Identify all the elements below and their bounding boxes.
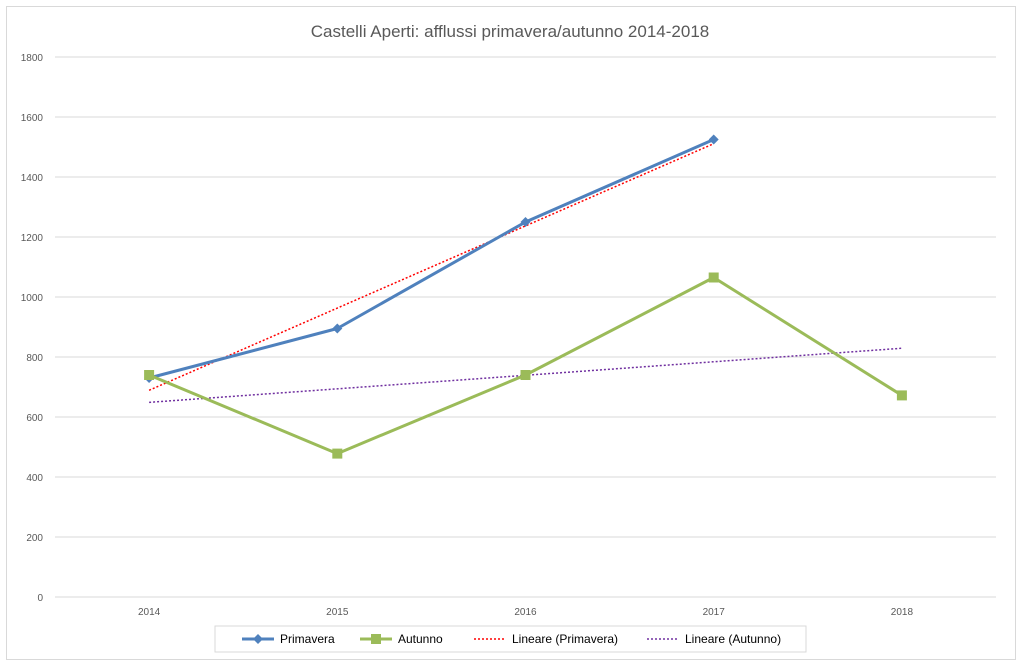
y-tick-label: 1200 [21, 233, 44, 244]
y-tick-label: 200 [26, 533, 43, 544]
data-point-autunno [896, 390, 907, 401]
series-markers [144, 134, 907, 459]
x-tick-label: 2018 [891, 607, 914, 618]
y-axis-ticks: 0 200 400 600 800 1000 1200 1400 1600 1800 [21, 53, 44, 604]
x-tick-label: 2015 [326, 607, 349, 618]
y-tick-label: 800 [26, 353, 43, 364]
series-line-primavera [148, 138, 715, 380]
trendline-primavera [148, 143, 715, 391]
data-point-autunno [520, 370, 531, 380]
y-tick-label: 1000 [21, 293, 44, 304]
y-tick-label: 0 [37, 593, 43, 604]
data-point-autunno [708, 272, 719, 283]
data-point-autunno [144, 370, 155, 380]
y-tick-label: 600 [26, 413, 43, 424]
legend-label: Autunno [398, 632, 443, 646]
chart-frame [6, 6, 1016, 660]
series-line-autunno [148, 276, 903, 456]
y-tick-label: 400 [26, 473, 43, 484]
gridlines [55, 56, 996, 598]
legend-marker [253, 634, 263, 644]
legend-label: Lineare (Primavera) [512, 632, 618, 646]
legend-marker [371, 634, 381, 644]
legend: Primavera Autunno Lineare (Primavera) Linea… [214, 625, 807, 653]
trendlines [148, 143, 902, 404]
x-tick-label: 2016 [514, 607, 537, 618]
legend-label: Primavera [280, 632, 335, 646]
legend-box [214, 625, 807, 653]
data-point-primavera [520, 217, 531, 227]
x-axis-ticks: 2014 2015 2016 2017 2018 [138, 607, 913, 618]
y-tick-label: 1400 [21, 173, 44, 184]
data-point-primavera [708, 134, 719, 145]
data-point-autunno [332, 448, 343, 459]
data-point-primavera [332, 323, 343, 334]
x-tick-label: 2014 [138, 607, 161, 618]
y-tick-label: 1600 [21, 113, 44, 124]
chart-title: Castelli Aperti: afflussi primavera/autu… [311, 22, 709, 41]
x-tick-label: 2017 [703, 607, 726, 618]
y-tick-label: 1800 [21, 53, 44, 64]
legend-label: Lineare (Autunno) [685, 632, 781, 646]
